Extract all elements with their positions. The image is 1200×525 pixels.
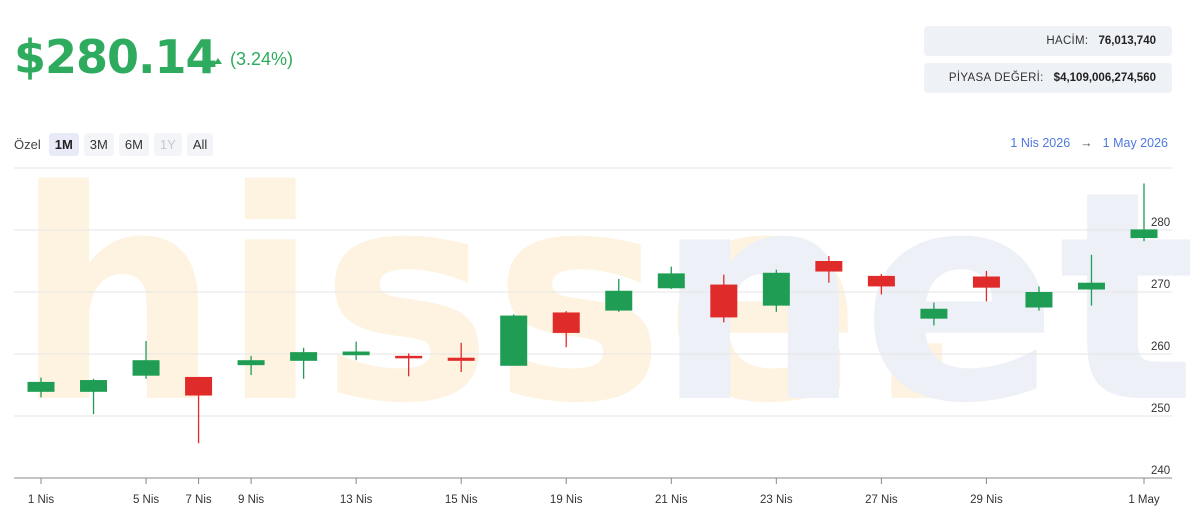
candle (920, 302, 948, 326)
range-custom-label: Özel (14, 137, 41, 152)
candle-body (80, 380, 108, 392)
candle-body (815, 261, 843, 272)
y-tick-label: 250 (1151, 403, 1170, 415)
x-tick-label: 15 Nis (445, 494, 478, 506)
y-axis: 240 250 260 270 280 (1151, 217, 1170, 477)
candle-body (1025, 292, 1053, 308)
range-selector: Özel 1M 3M 6M 1Y All (14, 133, 214, 156)
candle (342, 341, 370, 361)
candle-body (867, 275, 895, 287)
current-price: $280.14 (14, 30, 218, 84)
candle (815, 256, 843, 283)
candle-body (500, 315, 528, 366)
x-tick-label: 5 Nis (133, 494, 159, 506)
candle (552, 311, 580, 348)
y-tick-label: 260 (1151, 341, 1170, 353)
candle-body (762, 272, 790, 306)
candle (500, 314, 528, 366)
candle (447, 342, 475, 372)
candle (867, 274, 895, 295)
candle-body (710, 284, 738, 318)
market-cap-stat: PİYASA DEĞERİ: $4,109,006,274,560 (924, 63, 1172, 93)
market-cap-label: PİYASA DEĞERİ: (948, 72, 1044, 84)
x-tick-label: 9 Nis (238, 494, 264, 506)
x-axis: 1 Nis 5 Nis 7 Nis 9 Nis 13 Nis 15 Nis 19 Nis 21… (28, 478, 1160, 506)
volume-label: HACİM: (1046, 35, 1089, 47)
candle (185, 376, 213, 444)
price-change: (3.24%) (214, 49, 293, 70)
candle (657, 266, 685, 289)
candle-body (552, 312, 580, 333)
change-percent: (3.24%) (230, 49, 294, 69)
x-tick-label: 19 Nis (550, 494, 583, 506)
arrow-right-icon: → (1080, 136, 1093, 150)
candle (132, 340, 160, 379)
volume-stat: HACİM: 76,013,740 (924, 26, 1172, 56)
candle (395, 353, 423, 377)
candle (762, 269, 790, 312)
date-to[interactable]: 1 May 2026 (1102, 136, 1168, 150)
candle (290, 347, 318, 379)
range-button-1y: 1Y (153, 133, 182, 156)
x-tick-label: 21 Nis (655, 494, 688, 506)
candle (80, 378, 108, 415)
y-tick-label: 240 (1151, 465, 1170, 477)
candle-body (395, 355, 423, 359)
x-tick-label: 13 Nis (340, 494, 373, 506)
x-tick-label: 7 Nis (185, 494, 211, 506)
range-button-6m[interactable]: 6M (118, 133, 149, 156)
y-tick-label: 270 (1151, 279, 1170, 291)
arrow-up-icon (214, 57, 222, 64)
candle-body (27, 381, 55, 392)
x-tick-label: 29 Nis (970, 494, 1003, 506)
candle (1077, 254, 1105, 306)
x-tick-label: 1 Nis (28, 494, 54, 506)
candle (1025, 286, 1053, 311)
x-tick-label: 23 Nis (760, 494, 793, 506)
candle (1130, 183, 1158, 242)
candle (972, 270, 1000, 302)
candle-body (342, 351, 370, 356)
candle (27, 377, 55, 398)
y-tick-label: 280 (1151, 217, 1170, 229)
candle-body (185, 376, 213, 396)
date-range: 1 Nis 2026 → 1 May 2026 (1010, 136, 1168, 150)
candle-body (290, 352, 318, 361)
grid-lines (14, 167, 1172, 479)
candle-body (605, 290, 633, 311)
market-cap-value: $4,109,006,274,560 (1053, 72, 1156, 84)
volume-value: 76,013,740 (1098, 35, 1156, 47)
candle-body (1130, 229, 1158, 239)
candle-body (237, 360, 265, 366)
x-tick-label: 27 Nis (865, 494, 898, 506)
candle (237, 355, 265, 376)
candles (27, 183, 1158, 444)
candle (710, 274, 738, 323)
candle-body (132, 360, 160, 376)
range-button-all[interactable]: All (186, 133, 214, 156)
range-button-1m[interactable]: 1M (48, 133, 79, 156)
candle-body (972, 276, 1000, 288)
date-from[interactable]: 1 Nis 2026 (1010, 136, 1071, 150)
candle-body (1077, 282, 1105, 290)
candle (605, 278, 633, 312)
watermark: hisse. net (14, 160, 1197, 467)
candle-body (920, 308, 948, 319)
candle-body (447, 357, 475, 361)
x-tick-label: 1 May (1128, 494, 1160, 506)
range-button-3m[interactable]: 3M (83, 133, 114, 156)
candle-body (657, 273, 685, 289)
candlestick-chart: hisse. net 240 250 260 270 280 1 Nis 5 Nis 7 N… (14, 160, 1197, 506)
